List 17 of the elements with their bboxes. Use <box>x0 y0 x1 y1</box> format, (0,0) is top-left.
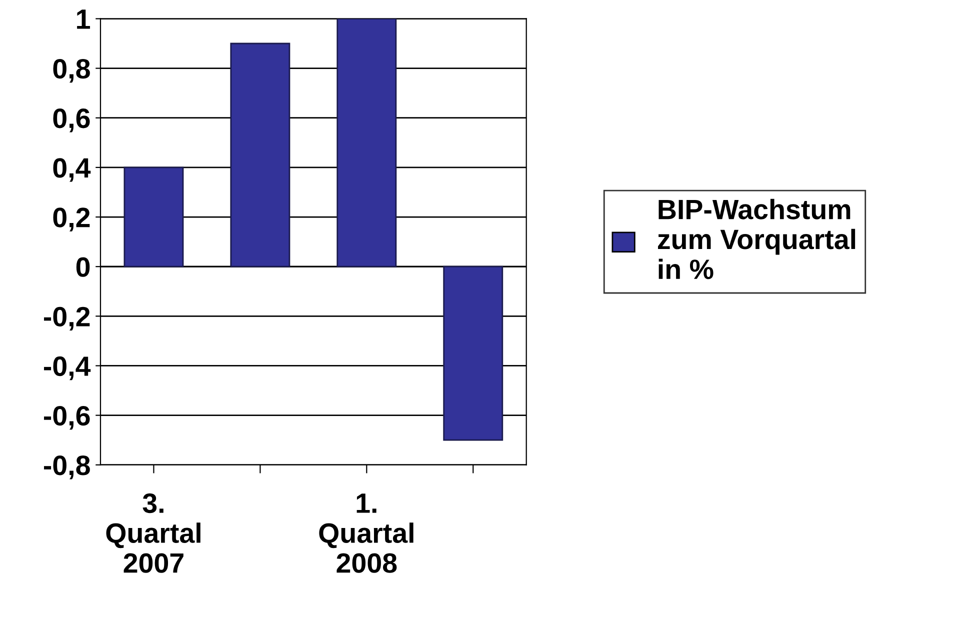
y-tick-label: 0,8 <box>53 58 90 83</box>
y-tick-label: -0,4 <box>44 356 91 380</box>
y-tick-label: -0,6 <box>44 406 90 430</box>
bar <box>336 18 397 268</box>
bar <box>443 266 504 441</box>
bar <box>230 42 290 268</box>
y-tick-label: 0,2 <box>53 208 90 232</box>
y-tick-label: -0,8 <box>44 456 90 480</box>
y-tick-label: 0,4 <box>53 158 91 182</box>
y-tick-label: 0,6 <box>53 108 90 132</box>
bar <box>124 166 184 268</box>
y-tick-label: 1 <box>77 10 90 29</box>
x-tick-label: 1. Quartal 2008 <box>319 494 414 573</box>
x-tick-label: 3. Quartal 2007 <box>106 493 200 573</box>
legend-label: BIP-Wachstum zum Vorquartal in % <box>658 198 856 280</box>
y-tick-label: 0 <box>76 257 90 277</box>
y-tick-label: -0,2 <box>44 306 90 331</box>
